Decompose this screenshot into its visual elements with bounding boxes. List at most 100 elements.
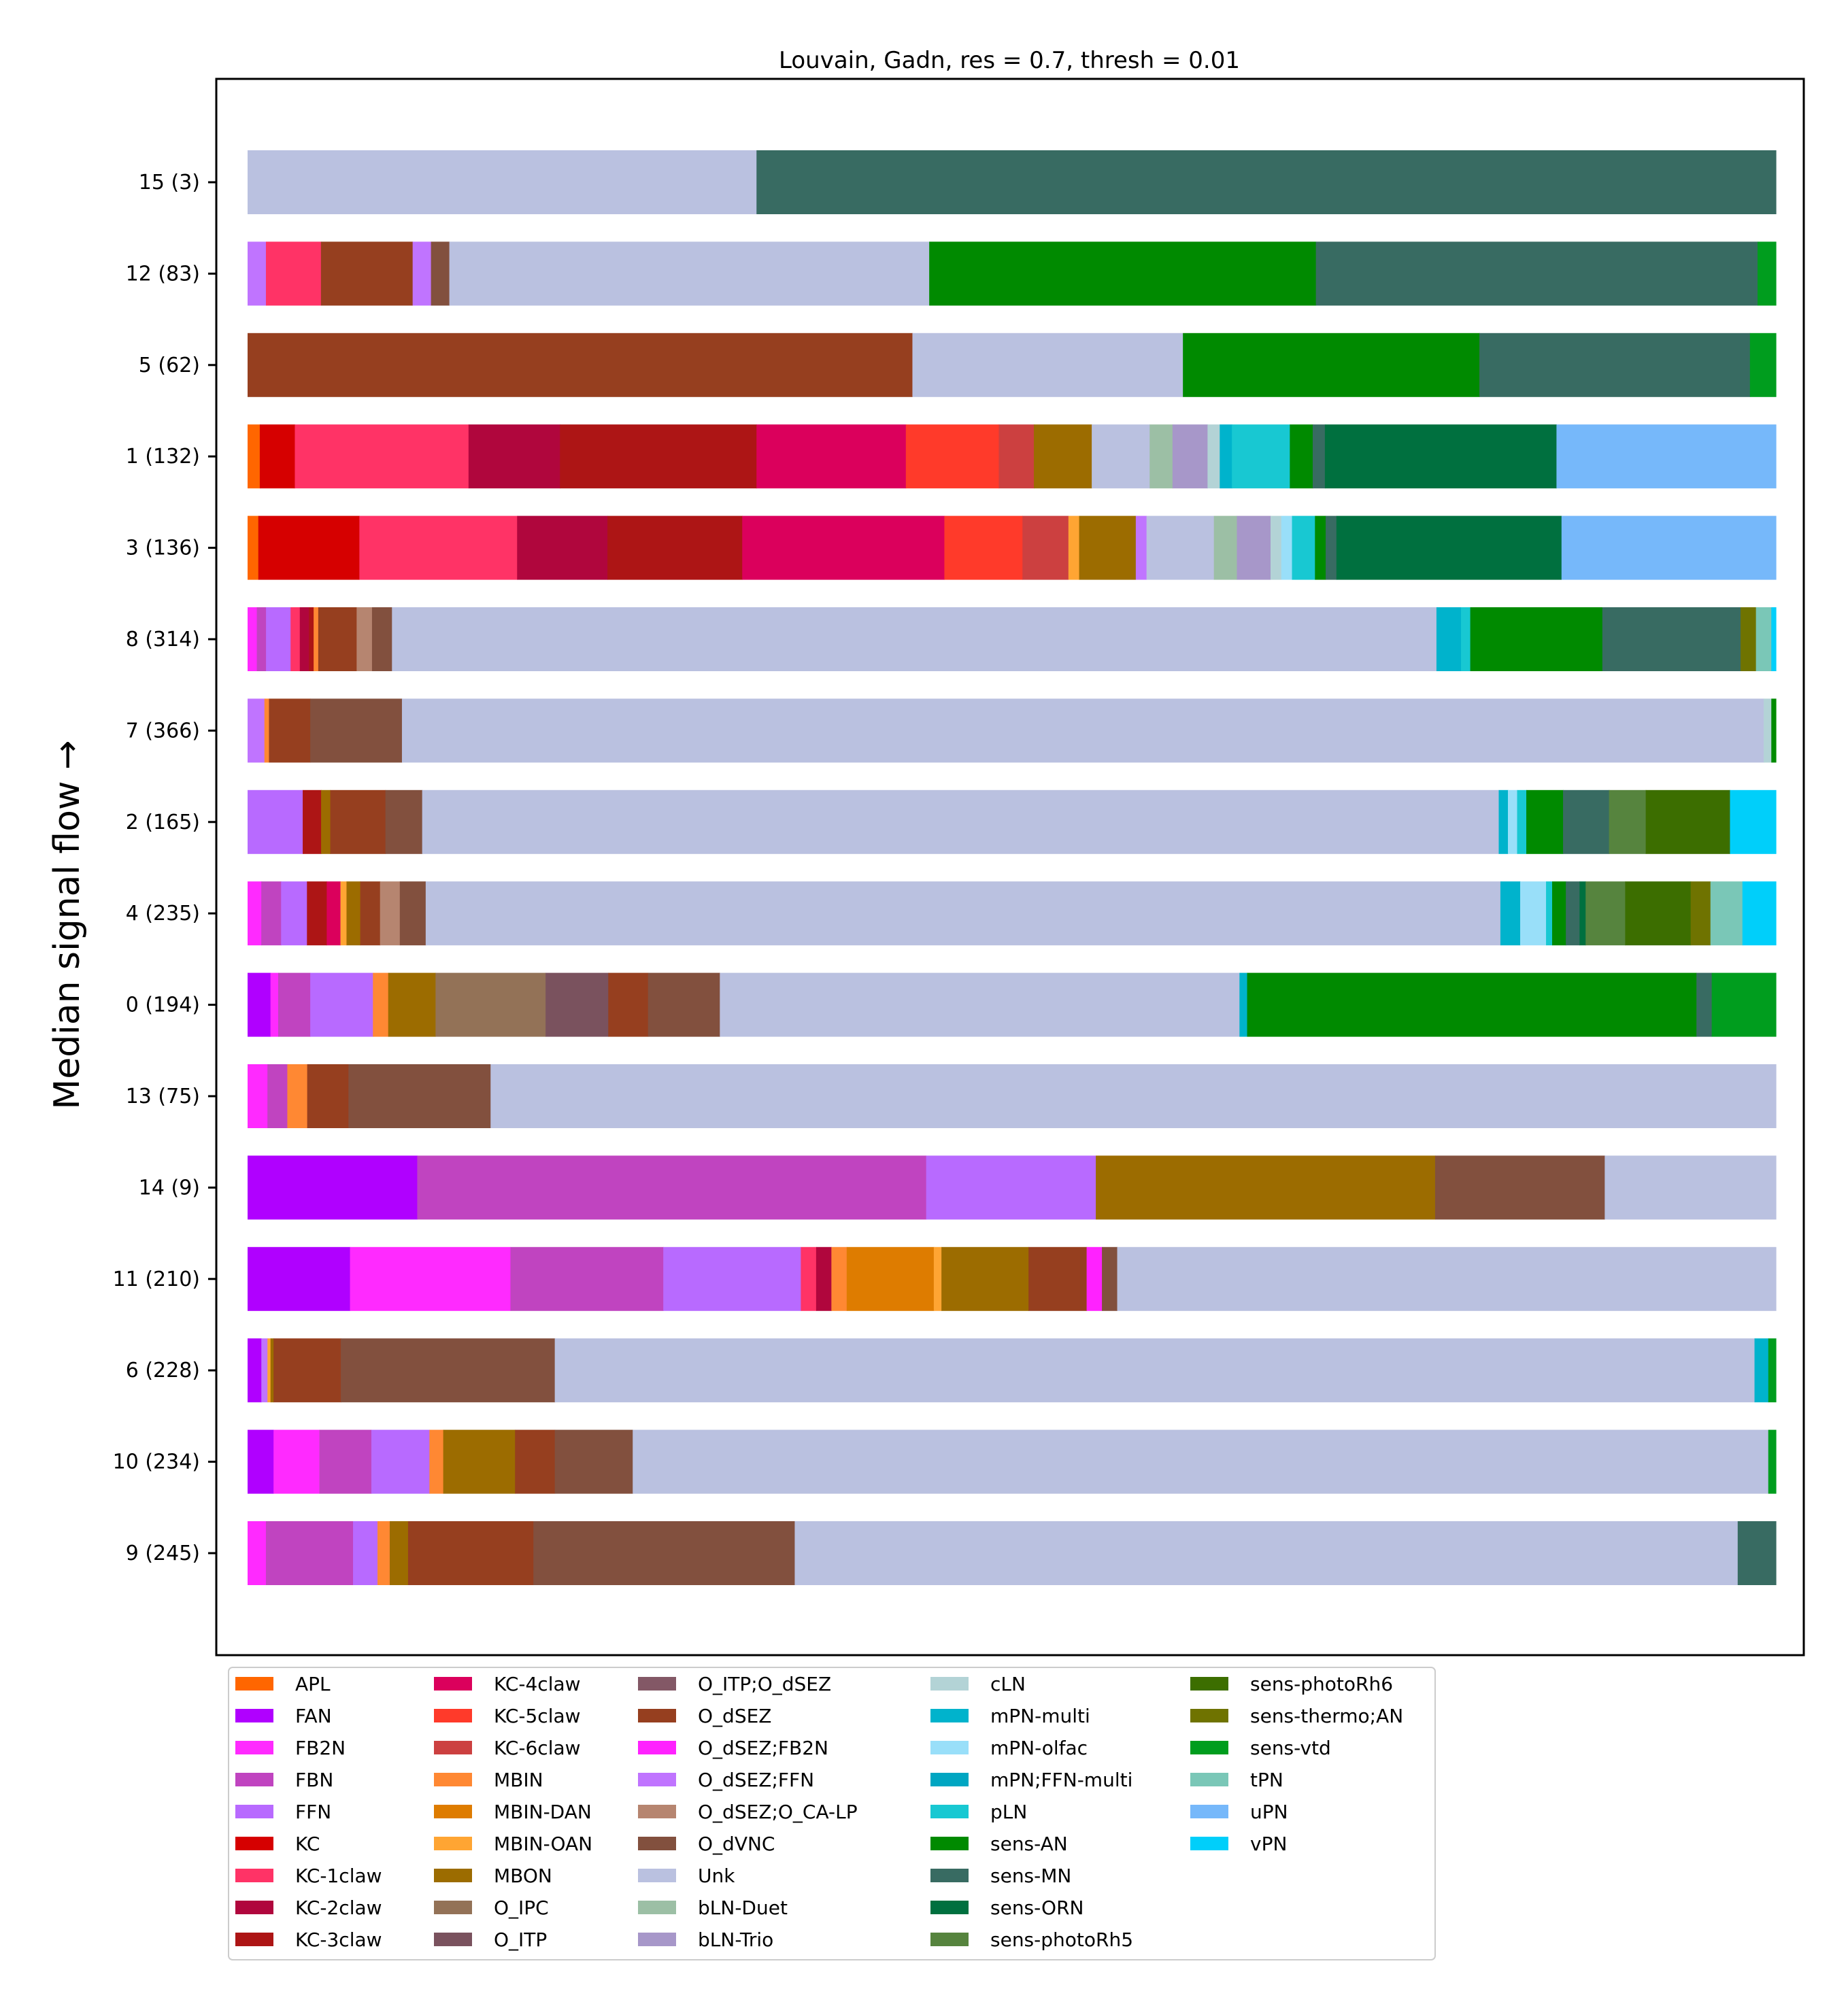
- legend-swatch: [235, 1709, 273, 1722]
- legend-label: KC-2claw: [295, 1897, 382, 1919]
- legend-swatch: [930, 1677, 969, 1691]
- bar-segment: [399, 881, 426, 946]
- legend-label: MBIN: [494, 1769, 543, 1791]
- y-tick-label: 6 (228): [126, 1359, 200, 1382]
- bar-segment: [248, 1521, 267, 1585]
- legend-label: O_dSEZ: [698, 1705, 771, 1727]
- bar-segment: [258, 515, 360, 580]
- legend-entry: O_dSEZ;O_CA-LP: [638, 1801, 858, 1823]
- bar-segment: [1326, 515, 1337, 580]
- bar-segment: [248, 333, 913, 397]
- bar-segment: [261, 881, 282, 946]
- bar-segment: [320, 241, 414, 306]
- legend-entry: KC-1claw: [235, 1865, 382, 1887]
- bar-segment: [443, 1429, 516, 1494]
- bar-row: [248, 150, 1777, 214]
- bar-segment: [248, 1246, 351, 1311]
- legend-swatch: [235, 1933, 273, 1946]
- bar-segment: [248, 881, 262, 946]
- legend-label: O_IPC: [494, 1897, 549, 1919]
- legend-label: FFN: [295, 1801, 331, 1823]
- bar-segment: [422, 789, 1500, 854]
- bar-segment: [1563, 789, 1610, 854]
- bar-segment: [1520, 881, 1547, 946]
- bar-segment: [371, 607, 392, 671]
- legend-swatch: [930, 1709, 969, 1722]
- y-tick-label: 5 (62): [139, 354, 200, 377]
- y-tick-label: 1 (132): [126, 445, 200, 469]
- bar-segment: [1135, 515, 1147, 580]
- legend-swatch: [638, 1677, 676, 1691]
- bar-segment: [314, 607, 319, 671]
- bar-segment: [270, 972, 279, 1037]
- bar-segment: [1092, 424, 1150, 489]
- bar-segment: [435, 972, 546, 1037]
- bar-row: [248, 972, 1777, 1037]
- bar-segment: [264, 698, 270, 763]
- y-tick-label: 9 (245): [126, 1542, 200, 1565]
- legend-entry: KC-5claw: [434, 1705, 581, 1727]
- bar-segment: [756, 150, 1777, 214]
- bar-segment: [510, 1246, 664, 1311]
- legend-entry: KC-4claw: [434, 1673, 581, 1695]
- legend-entry: sens-photoRh5: [930, 1929, 1133, 1951]
- bar-segment: [310, 972, 373, 1037]
- legend-swatch: [1190, 1741, 1228, 1754]
- legend-label: APL: [295, 1673, 331, 1695]
- bar-segment: [248, 424, 261, 489]
- legend-label: KC-3claw: [295, 1929, 382, 1951]
- legend-swatch: [638, 1741, 676, 1754]
- legend-label: cLN: [990, 1673, 1026, 1695]
- bar-segment: [348, 1064, 491, 1128]
- bar-segment: [720, 972, 1240, 1037]
- bar-segment: [273, 1429, 320, 1494]
- legend-entry: pLN: [930, 1801, 1027, 1823]
- legend-entry: O_dSEZ: [638, 1705, 771, 1727]
- legend-label: bLN-Trio: [698, 1929, 773, 1951]
- legend-swatch: [434, 1901, 472, 1914]
- legend-entry: MBON: [434, 1865, 552, 1887]
- bar-row: [248, 789, 1777, 854]
- bar-segment: [417, 1155, 927, 1220]
- y-tick-label: 13 (75): [126, 1085, 200, 1108]
- bar-segment: [1737, 1521, 1777, 1585]
- bar-segment: [560, 424, 757, 489]
- legend-label: sens-photoRh5: [990, 1929, 1133, 1951]
- bar-segment: [1764, 698, 1772, 763]
- bar-segment: [1696, 972, 1713, 1037]
- bar-row: [248, 424, 1777, 489]
- legend-swatch: [1190, 1837, 1228, 1850]
- bar-segment: [1755, 607, 1772, 671]
- y-tick-label: 15 (3): [139, 171, 200, 194]
- bar-segment: [1771, 607, 1777, 671]
- bar-segment: [1470, 607, 1603, 671]
- bar-segment: [1247, 972, 1697, 1037]
- y-tick-label: 7 (366): [126, 719, 200, 743]
- legend-label: sens-MN: [990, 1865, 1071, 1887]
- bar-segment: [1517, 789, 1527, 854]
- bar-segment: [944, 515, 1023, 580]
- bar-segment: [933, 1246, 942, 1311]
- bar-segment: [1028, 1246, 1088, 1311]
- bar-segment: [912, 333, 1183, 397]
- bar-segment: [1336, 515, 1562, 580]
- bar-segment: [321, 789, 331, 854]
- bar-segment: [1033, 424, 1092, 489]
- bar-row: [248, 1521, 1777, 1585]
- legend-swatch: [638, 1933, 676, 1946]
- legend-swatch: [1190, 1773, 1228, 1786]
- legend-label: mPN-olfac: [990, 1737, 1088, 1759]
- bar-segment: [248, 150, 757, 214]
- legend-swatch: [638, 1901, 676, 1914]
- bar-segment: [269, 698, 311, 763]
- bar-segment: [1749, 333, 1777, 397]
- bar-segment: [1602, 607, 1741, 671]
- bar-row: [248, 881, 1777, 946]
- bar-segment: [299, 607, 309, 671]
- bar-segment: [267, 1338, 271, 1403]
- plot-frame: [215, 78, 1805, 1657]
- bar-segment: [831, 1246, 847, 1311]
- legend-entry: O_IPC: [434, 1897, 549, 1919]
- bar-segment: [533, 1521, 796, 1585]
